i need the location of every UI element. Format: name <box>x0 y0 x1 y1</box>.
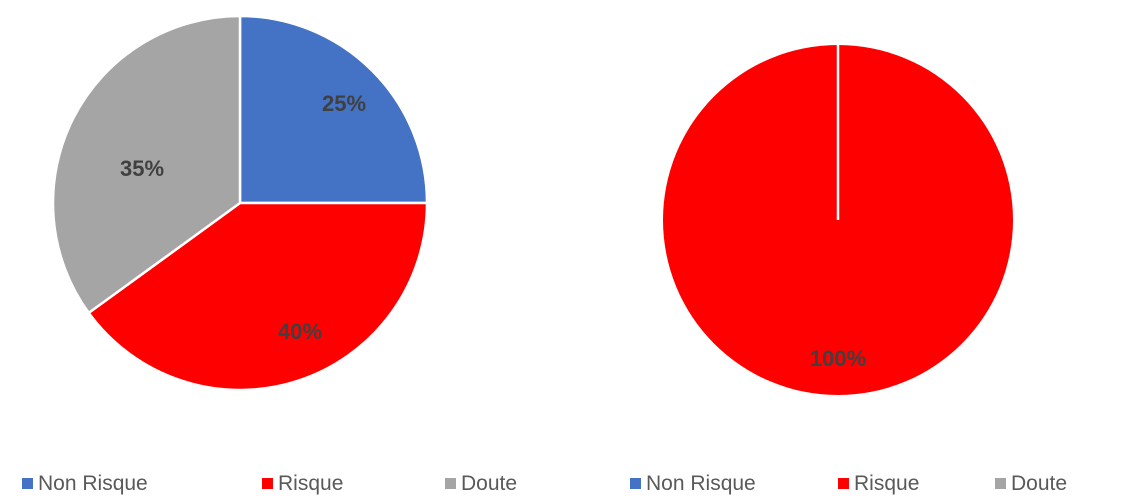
data-label-doute: 35% <box>120 156 164 181</box>
pie-chart-2: 100% Non Risque Risque Doute <box>630 45 1067 495</box>
legend-swatch-doute <box>995 478 1006 489</box>
legend-swatch-risque <box>838 478 849 489</box>
data-label-non-risque: 25% <box>322 91 366 116</box>
legend-label-risque: Risque <box>278 472 343 495</box>
legend-label-risque: Risque <box>854 472 919 495</box>
data-label-risque: 100% <box>810 346 866 371</box>
pie-slice-risque <box>87 201 429 392</box>
pie-chart-1: 25% 40% 35% Non Risque Risque Doute <box>22 14 517 495</box>
legend-label-non-risque: Non Risque <box>38 472 148 495</box>
data-label-risque: 40% <box>278 319 322 344</box>
pie-slice-non-risque <box>238 14 429 205</box>
legend-swatch-non-risque <box>630 478 641 489</box>
legend-label-doute: Doute <box>1011 472 1067 495</box>
legend-swatch-doute <box>445 478 456 489</box>
pie-slice-doute <box>51 14 242 315</box>
legend-label-doute: Doute <box>461 472 517 495</box>
legend-swatch-non-risque <box>22 478 33 489</box>
legend-label-non-risque: Non Risque <box>646 472 756 495</box>
legend-swatch-risque <box>262 478 273 489</box>
